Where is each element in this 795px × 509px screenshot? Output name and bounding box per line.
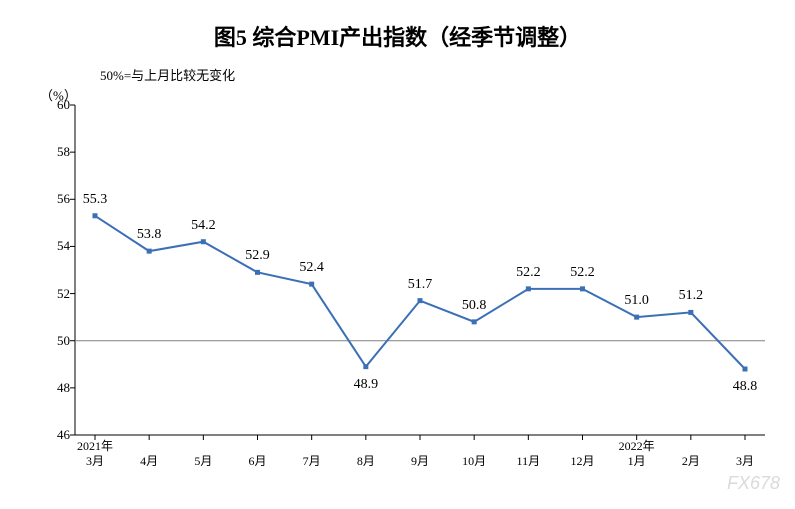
chart-title: 图5 综合PMI产出指数（经季节调整） — [0, 0, 795, 52]
y-tick-label: 52 — [35, 286, 70, 302]
legend-note: 50%=与上月比较无变化 — [100, 65, 235, 84]
y-tick-label: 58 — [35, 144, 70, 160]
data-point-label: 52.4 — [299, 260, 324, 276]
x-tick-label: 7月 — [303, 454, 321, 470]
y-tick-label: 54 — [35, 238, 70, 254]
data-point-label: 51.2 — [679, 288, 704, 304]
watermark: FX678 — [727, 473, 780, 494]
y-tick-label: 50 — [35, 333, 70, 349]
y-tick-label: 46 — [35, 427, 70, 443]
x-tick-label: 4月 — [140, 454, 158, 470]
x-tick-label: 2022年1月 — [619, 439, 655, 470]
data-point-label: 52.9 — [245, 248, 270, 264]
data-point-label: 50.8 — [462, 298, 487, 314]
y-tick-label: 56 — [35, 191, 70, 207]
x-tick-label: 8月 — [357, 454, 375, 470]
y-tick-label: 48 — [35, 380, 70, 396]
x-tick-label: 9月 — [411, 454, 429, 470]
x-tick-label: 5月 — [194, 454, 212, 470]
data-point-label: 51.7 — [408, 277, 433, 293]
data-point-label: 48.9 — [354, 377, 379, 393]
data-point-label: 52.2 — [516, 265, 541, 281]
data-point-label: 48.8 — [733, 379, 758, 395]
x-tick-label: 12月 — [570, 454, 594, 470]
chart-svg — [75, 105, 765, 435]
data-point-label: 52.2 — [570, 265, 595, 281]
chart-container: 图5 综合PMI产出指数（经季节调整） 50%=与上月比较无变化 （%） 464… — [0, 0, 795, 509]
y-tick-label: 60 — [35, 97, 70, 113]
x-tick-label: 3月 — [736, 454, 754, 470]
x-tick-label: 10月 — [462, 454, 486, 470]
data-point-label: 51.0 — [624, 293, 649, 309]
x-tick-label: 2021年3月 — [77, 439, 113, 470]
data-point-label: 54.2 — [191, 218, 216, 234]
data-point-label: 53.8 — [137, 227, 162, 243]
x-tick-label: 2月 — [682, 454, 700, 470]
x-tick-label: 6月 — [248, 454, 266, 470]
plot-area: 46485052545658602021年3月4月5月6月7月8月9月10月11… — [75, 105, 765, 435]
x-tick-label: 11月 — [517, 454, 541, 470]
data-point-label: 55.3 — [83, 192, 108, 208]
